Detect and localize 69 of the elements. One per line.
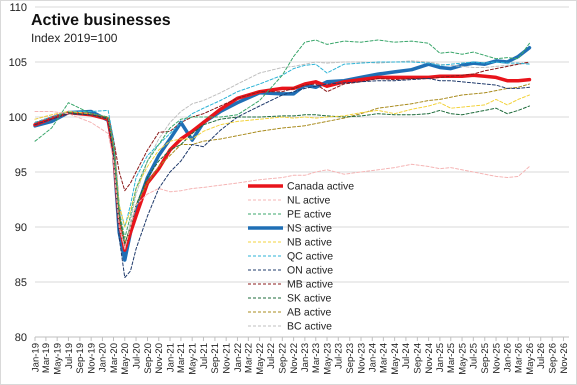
x-tick-label: May-19 <box>52 343 64 375</box>
x-tick-label: Jan-24 <box>368 343 379 372</box>
x-tick-label: Jan-21 <box>165 343 176 372</box>
legend-label: NS active <box>287 222 332 235</box>
y-tick-label: 85 <box>14 276 27 289</box>
x-tick-label: Nov-25 <box>491 343 502 374</box>
x-tick-label: Jul-25 <box>468 343 480 369</box>
x-tick-label: Mar-23 <box>311 343 322 374</box>
x-tick-label: Mar-20 <box>108 343 120 374</box>
x-tick-label: Sep-23 <box>345 343 356 374</box>
y-tick-label: 100 <box>8 112 27 124</box>
x-tick-label: Sep-19 <box>75 343 86 374</box>
x-tick-label: Jan-19 <box>30 343 42 372</box>
x-tick-label: Nov-24 <box>424 343 435 374</box>
x-tick-label: Jan-25 <box>435 343 446 372</box>
legend-label: BC active <box>287 320 332 333</box>
x-tick-label: May-23 <box>322 343 334 375</box>
x-tick-label: Mar-25 <box>446 343 458 374</box>
x-tick-label: Mar-21 <box>176 343 188 374</box>
x-tick-label: May-26 <box>524 343 536 375</box>
chart-title: Active businesses <box>31 12 171 29</box>
line-series <box>34 78 530 278</box>
x-tick-label: Sep-22 <box>278 343 289 374</box>
x-tick-label: Nov-23 <box>356 343 368 374</box>
legend-label: QC active <box>287 250 334 263</box>
x-tick-label: Jan-23 <box>300 343 312 372</box>
x-tick-label: Jan-20 <box>98 343 109 372</box>
x-tick-label: May-20 <box>120 343 132 375</box>
x-tick-label: Mar-26 <box>514 343 525 374</box>
y-tick-label: 80 <box>14 332 27 344</box>
x-tick-label: May-21 <box>188 343 199 375</box>
legend-label: SK active <box>287 292 332 305</box>
x-tick-label: Jul-23 <box>334 343 345 369</box>
x-tick-label: Jan-22 <box>232 343 244 372</box>
x-tick-label: Jul-20 <box>131 343 142 369</box>
text: Index 2019=100 <box>31 31 118 45</box>
y-tick-label: 90 <box>14 222 27 234</box>
x-tick-label: May-22 <box>254 343 266 375</box>
x-tick-label: Sep-24 <box>412 343 424 374</box>
x-tick-label: Jul-21 <box>198 343 210 369</box>
legend-label: PE active <box>287 208 332 221</box>
y-tick-label: 110 <box>9 2 27 14</box>
x-tick-label: Sep-21 <box>210 343 222 374</box>
x-tick-label: Nov-20 <box>154 343 166 374</box>
legend-label: ON active <box>287 264 334 277</box>
legend-label: AB active <box>287 306 332 319</box>
x-tick-label: Sep-25 <box>480 343 492 374</box>
x-tick-label: Sep-26 <box>548 343 559 374</box>
x-tick-label: Nov-21 <box>222 343 232 374</box>
x-tick-label: Nov-19 <box>86 343 98 374</box>
y-tick-label: 95 <box>14 166 27 179</box>
x-tick-label: Mar-24 <box>378 343 390 374</box>
legend-label: NL active <box>287 194 331 207</box>
legend-label: NB active <box>287 236 332 249</box>
x-tick-label: May-24 <box>390 343 401 375</box>
x-tick-label: Jul-22 <box>266 343 278 369</box>
x-tick-label: Jul-26 <box>536 343 548 369</box>
x-tick-label: Mar-22 <box>244 343 255 374</box>
legend-label: Canada active <box>287 180 354 193</box>
x-tick-label: Nov-26 <box>558 343 570 374</box>
x-tick-label: Jan-26 <box>502 343 514 372</box>
x-tick-label: Nov-22 <box>288 343 300 374</box>
x-tick-label: Jul-24 <box>401 343 412 369</box>
x-tick-label: May-25 <box>457 343 468 375</box>
legend-label: MB active <box>287 278 334 291</box>
x-tick-label: Sep-20 <box>142 343 154 374</box>
x-tick-label: Jul-19 <box>64 343 75 369</box>
y-tick-label: 105 <box>8 56 27 69</box>
x-tick-label: Mar-19 <box>41 343 52 374</box>
